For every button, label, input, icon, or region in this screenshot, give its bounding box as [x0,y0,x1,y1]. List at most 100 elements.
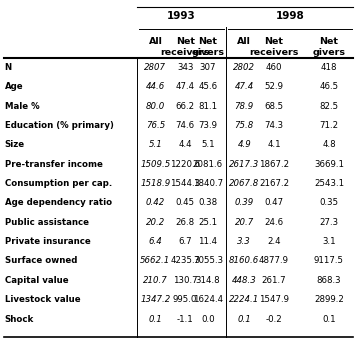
Text: 3.3: 3.3 [237,237,251,246]
Text: 448.3: 448.3 [232,276,257,285]
Text: 314.8: 314.8 [196,276,220,285]
Text: 4.1: 4.1 [267,140,281,149]
Text: 4.4: 4.4 [178,140,192,149]
Text: 2067.8: 2067.8 [229,179,260,188]
Text: All: All [237,37,251,46]
Text: 75.8: 75.8 [235,121,254,130]
Text: 74.6: 74.6 [176,121,195,130]
Text: Age dependency ratio: Age dependency ratio [5,198,112,208]
Text: 5.1: 5.1 [149,140,162,149]
Text: 2224.1: 2224.1 [229,295,260,304]
Text: 20.7: 20.7 [235,218,254,227]
Text: Male %: Male % [5,101,39,111]
Text: Public assistance: Public assistance [5,218,89,227]
Text: Education (% primary): Education (% primary) [5,121,114,130]
Text: 2802: 2802 [233,63,255,72]
Text: Net
receivers: Net receivers [249,37,299,57]
Text: 66.2: 66.2 [176,101,195,111]
Text: 1840.7: 1840.7 [193,179,223,188]
Text: 0.0: 0.0 [201,315,215,324]
Text: -0.2: -0.2 [266,315,282,324]
Text: 4235.3: 4235.3 [170,257,200,266]
Text: 20.2: 20.2 [146,218,165,227]
Text: 130.7: 130.7 [173,276,197,285]
Text: Capital value: Capital value [5,276,68,285]
Text: 27.3: 27.3 [320,218,338,227]
Text: 1993: 1993 [167,11,196,21]
Text: 210.7: 210.7 [143,276,168,285]
Text: 8160.6: 8160.6 [229,257,260,266]
Text: Net
givers: Net givers [191,37,225,57]
Text: 2543.1: 2543.1 [314,179,344,188]
Text: 73.9: 73.9 [198,121,217,130]
Text: Size: Size [5,140,25,149]
Text: All: All [149,37,162,46]
Text: 0.47: 0.47 [265,198,283,208]
Text: 24.6: 24.6 [265,218,283,227]
Text: Pre-transfer income: Pre-transfer income [5,160,102,169]
Text: 307: 307 [200,63,216,72]
Text: 3.1: 3.1 [322,237,336,246]
Text: 0.45: 0.45 [176,198,195,208]
Text: 0.39: 0.39 [235,198,254,208]
Text: 68.5: 68.5 [265,101,283,111]
Text: Livestock value: Livestock value [5,295,80,304]
Text: 44.6: 44.6 [146,82,165,91]
Text: 9117.5: 9117.5 [314,257,344,266]
Text: 46.5: 46.5 [320,82,338,91]
Text: 3669.1: 3669.1 [314,160,344,169]
Text: 995.0: 995.0 [173,295,197,304]
Text: 25.1: 25.1 [198,218,217,227]
Text: Surface owned: Surface owned [5,257,77,266]
Text: 4877.9: 4877.9 [259,257,289,266]
Text: 1867.2: 1867.2 [259,160,289,169]
Text: 418: 418 [321,63,337,72]
Text: Private insurance: Private insurance [5,237,90,246]
Text: 868.3: 868.3 [317,276,341,285]
Text: 1220.6: 1220.6 [170,160,200,169]
Text: 4.9: 4.9 [237,140,251,149]
Text: 81.1: 81.1 [198,101,217,111]
Text: Net
receivers: Net receivers [160,37,210,57]
Text: 1998: 1998 [275,11,304,21]
Text: 0.42: 0.42 [146,198,165,208]
Text: 1518.9: 1518.9 [140,179,171,188]
Text: 0.35: 0.35 [320,198,338,208]
Text: 45.6: 45.6 [198,82,217,91]
Text: 76.5: 76.5 [146,121,165,130]
Text: 52.9: 52.9 [265,82,283,91]
Text: 2167.2: 2167.2 [259,179,289,188]
Text: 0.1: 0.1 [322,315,336,324]
Text: 0.1: 0.1 [149,315,162,324]
Text: 11.4: 11.4 [198,237,217,246]
Text: 1547.9: 1547.9 [259,295,289,304]
Text: 2.4: 2.4 [267,237,281,246]
Text: 2617.3: 2617.3 [229,160,260,169]
Text: 5.1: 5.1 [201,140,215,149]
Text: 78.9: 78.9 [235,101,254,111]
Text: 261.7: 261.7 [262,276,286,285]
Text: 7055.3: 7055.3 [193,257,223,266]
Text: 71.2: 71.2 [320,121,338,130]
Text: 47.4: 47.4 [235,82,254,91]
Text: 2807: 2807 [145,63,166,72]
Text: 1544.3: 1544.3 [170,179,200,188]
Text: 47.4: 47.4 [176,82,195,91]
Text: 343: 343 [177,63,193,72]
Text: 80.0: 80.0 [146,101,165,111]
Text: 74.3: 74.3 [265,121,283,130]
Text: 1509.5: 1509.5 [140,160,171,169]
Text: 82.5: 82.5 [320,101,338,111]
Text: 0.38: 0.38 [198,198,217,208]
Text: Net
givers: Net givers [312,37,346,57]
Text: 460: 460 [266,63,282,72]
Text: 1624.4: 1624.4 [193,295,223,304]
Text: 5662.1: 5662.1 [140,257,171,266]
Text: 6.7: 6.7 [178,237,192,246]
Text: 0.1: 0.1 [237,315,251,324]
Text: 2899.2: 2899.2 [314,295,344,304]
Text: 6.4: 6.4 [149,237,162,246]
Text: Shock: Shock [5,315,34,324]
Text: Age: Age [5,82,23,91]
Text: 26.8: 26.8 [176,218,195,227]
